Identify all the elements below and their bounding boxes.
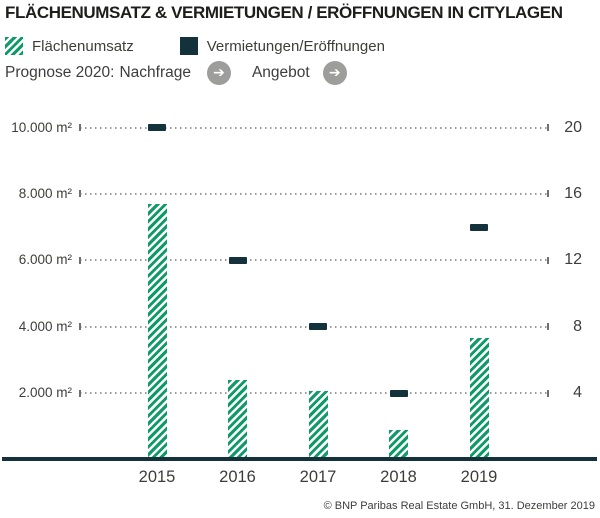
y-axis-label-left: 10.000 m² bbox=[11, 119, 72, 135]
forecast-prefix: Prognose 2020: bbox=[5, 64, 115, 81]
y-axis-label-right: 4 bbox=[573, 384, 582, 402]
axis-tick-left bbox=[79, 190, 81, 198]
y-axis-label-right: 16 bbox=[564, 184, 582, 202]
marker-vermietungen bbox=[228, 256, 247, 264]
demand-trend-arrow-icon: ➔ bbox=[206, 61, 231, 85]
baseline bbox=[2, 457, 597, 461]
gridline bbox=[80, 126, 548, 129]
y-axis-label-right: 12 bbox=[564, 251, 582, 269]
forecast-demand-label: Nachfrage bbox=[119, 64, 191, 81]
bar-flaechenumsatz bbox=[147, 203, 167, 460]
bar-flaechenumsatz bbox=[469, 338, 489, 460]
axis-tick-left bbox=[79, 256, 81, 264]
legend-label: Vermietungen/Eröffnungen bbox=[206, 37, 385, 55]
arrow-glyph: ➔ bbox=[328, 65, 341, 81]
x-axis-label: 2018 bbox=[380, 468, 417, 486]
axis-tick-left bbox=[79, 323, 81, 331]
axis-tick-right bbox=[547, 323, 549, 331]
axis-tick-right bbox=[547, 389, 549, 397]
marker-vermietungen bbox=[470, 223, 488, 231]
gridline bbox=[80, 259, 548, 262]
axis-tick-right bbox=[547, 124, 549, 131]
y-axis-label-left: 8.000 m² bbox=[18, 185, 72, 201]
bar-flaechenumsatz bbox=[389, 429, 408, 460]
axis-tick-right bbox=[547, 190, 549, 198]
hatched-swatch-icon bbox=[5, 37, 23, 55]
x-axis-label: 2015 bbox=[138, 468, 176, 486]
y-axis-label-left: 4.000 m² bbox=[18, 318, 72, 334]
supply-trend-arrow-icon: ➔ bbox=[322, 61, 347, 85]
marker-vermietungen bbox=[148, 124, 166, 131]
forecast-row: Prognose 2020: Nachfrage ➔ Angebot ➔ bbox=[5, 61, 347, 85]
axis-tick-left bbox=[79, 124, 81, 131]
legend-label: Flächenumsatz bbox=[32, 37, 134, 55]
bar-flaechenumsatz bbox=[308, 391, 328, 460]
y-axis-label-right: 8 bbox=[573, 317, 582, 335]
copyright: © BNP Paribas Real Estate GmbH, 31. Deze… bbox=[323, 500, 595, 512]
legend-item-flaechenumsatz: Flächenumsatz bbox=[5, 37, 134, 55]
legend: Flächenumsatz Vermietungen/Eröffnungen bbox=[5, 37, 385, 55]
y-axis-label-left: 2.000 m² bbox=[18, 385, 72, 401]
x-axis-label: 2019 bbox=[460, 468, 498, 486]
y-axis-label-right: 20 bbox=[564, 118, 582, 136]
marker-vermietungen bbox=[389, 389, 408, 397]
y-axis-label-left: 6.000 m² bbox=[18, 252, 72, 268]
bar-flaechenumsatz bbox=[228, 379, 247, 460]
marker-vermietungen bbox=[309, 323, 327, 331]
x-axis-label: 2016 bbox=[219, 468, 256, 486]
gridline bbox=[80, 192, 548, 195]
solid-swatch-icon bbox=[179, 37, 198, 55]
axis-tick-left bbox=[79, 389, 81, 397]
arrow-glyph: ➔ bbox=[213, 65, 225, 81]
x-axis-label: 2017 bbox=[299, 468, 337, 486]
chart-title: FLÄCHENUMSATZ & VERMIETUNGEN / ERÖFFNUNG… bbox=[5, 3, 563, 22]
forecast-supply-label: Angebot bbox=[251, 64, 310, 81]
axis-tick-right bbox=[547, 256, 549, 264]
legend-item-vermietungen: Vermietungen/Eröffnungen bbox=[179, 37, 385, 55]
